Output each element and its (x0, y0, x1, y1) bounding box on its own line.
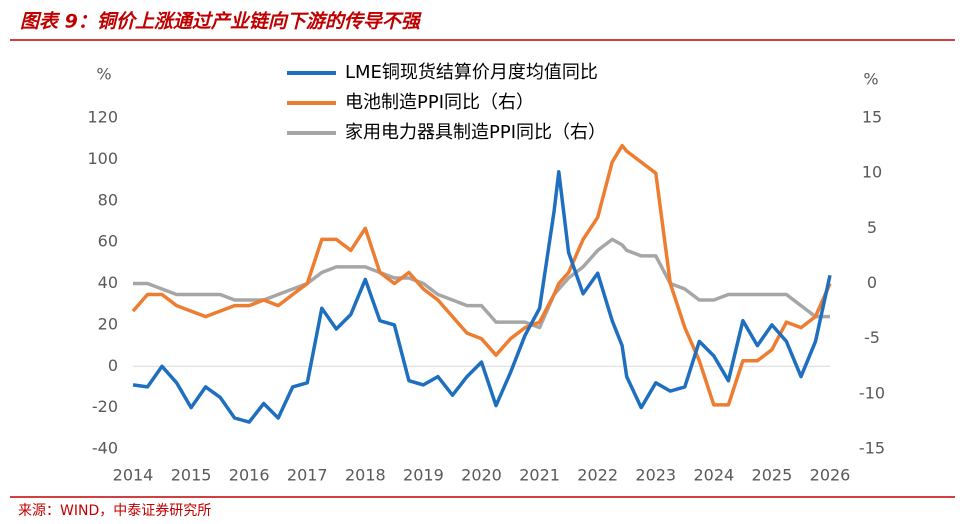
x-tick-label: 2020 (461, 466, 502, 485)
x-tick-label: 2024 (693, 466, 734, 485)
legend-label: LME铜现货结算价月度均值同比 (345, 62, 598, 83)
y2-tick-label: -15 (859, 439, 885, 458)
y2-tick-label: -10 (859, 383, 885, 402)
x-tick-label: 2023 (635, 466, 676, 485)
y-axis-unit: % (96, 65, 111, 84)
series-line (131, 143, 832, 407)
legend-label: 电池制造PPI同比（右） (345, 92, 534, 113)
y2-tick-label: 15 (862, 108, 882, 127)
y-tick-label: 80 (98, 190, 118, 209)
x-tick-label: 2015 (171, 466, 212, 485)
legend-label: 家用电力器具制造PPI同比（右） (345, 122, 606, 143)
series-line (133, 237, 830, 330)
y2-tick-label: 5 (867, 218, 877, 237)
y-tick-label: 20 (98, 314, 118, 333)
x-tick-label: 2018 (345, 466, 386, 485)
y2-axis-unit: % (863, 70, 878, 89)
chart-title: 图表 9：铜价上涨通过产业链向下游的传导不强 (20, 11, 422, 33)
x-tick-label: 2014 (113, 466, 154, 485)
y2-tick-label: 10 (862, 163, 882, 182)
x-tick-label: 2021 (519, 466, 560, 485)
y-tick-label: 60 (98, 232, 118, 251)
x-tick-label: 2019 (403, 466, 444, 485)
y-tick-label: 100 (87, 149, 118, 168)
y2-tick-label: -5 (864, 328, 880, 347)
y-tick-label: -40 (92, 439, 118, 458)
y-tick-label: 0 (108, 356, 118, 375)
x-tick-label: 2026 (810, 466, 851, 485)
series-line (132, 170, 832, 424)
y2-tick-label: 0 (867, 273, 877, 292)
x-tick-label: 2025 (752, 466, 793, 485)
x-tick-label: 2022 (577, 466, 618, 485)
source: 来源：WIND，中泰证券研究所 (18, 503, 211, 519)
y-tick-label: 40 (98, 273, 118, 292)
x-tick-label: 2016 (229, 466, 270, 485)
y-tick-label: 120 (87, 108, 118, 127)
y-tick-label: -20 (92, 397, 118, 416)
x-tick-label: 2017 (287, 466, 328, 485)
